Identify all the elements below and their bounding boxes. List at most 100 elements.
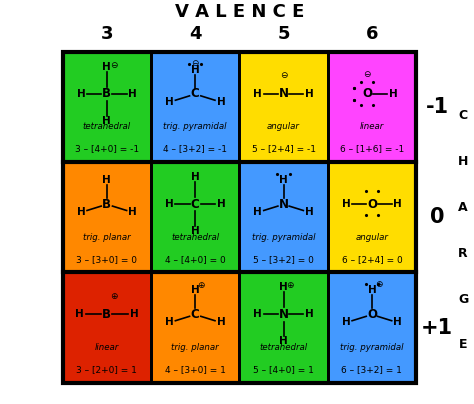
Text: 3 – [4+0] = -1: 3 – [4+0] = -1 — [75, 145, 139, 154]
Text: 0: 0 — [430, 207, 445, 227]
Text: H: H — [75, 309, 84, 319]
Bar — [63, 162, 151, 272]
Text: B: B — [102, 198, 111, 210]
Text: 5 – [2+4] = -1: 5 – [2+4] = -1 — [252, 145, 316, 154]
Text: H: H — [102, 62, 111, 72]
Text: 4 – [3+2] = -1: 4 – [3+2] = -1 — [163, 145, 227, 154]
Text: O: O — [367, 308, 377, 321]
Text: H: H — [217, 97, 226, 107]
Text: H: H — [253, 89, 262, 99]
Bar — [151, 162, 239, 272]
Text: C: C — [191, 87, 200, 100]
Text: H: H — [342, 317, 350, 327]
Text: N: N — [279, 198, 289, 210]
Text: H: H — [393, 317, 402, 327]
Text: C: C — [191, 308, 200, 321]
Text: H: H — [191, 172, 200, 182]
Text: H: H — [279, 175, 288, 185]
Text: trig. planar: trig. planar — [83, 233, 131, 242]
Bar — [328, 272, 416, 383]
Text: N: N — [279, 87, 289, 100]
Bar — [328, 52, 416, 162]
Text: H: H — [279, 337, 288, 347]
Text: tetrahedral: tetrahedral — [171, 233, 219, 242]
Text: 4 – [3+0] = 1: 4 – [3+0] = 1 — [165, 365, 226, 374]
Bar — [63, 52, 151, 162]
Text: H: H — [191, 286, 200, 295]
Text: H: H — [217, 317, 226, 327]
Text: H: H — [76, 89, 85, 99]
Text: H: H — [102, 116, 111, 126]
Text: ⊕: ⊕ — [286, 281, 294, 290]
Text: O: O — [362, 87, 372, 100]
Text: V A L E N C E: V A L E N C E — [174, 3, 304, 21]
Text: ⊖: ⊖ — [109, 61, 117, 69]
Text: ⊖: ⊖ — [191, 59, 199, 69]
Text: trig. pyramidal: trig. pyramidal — [252, 233, 315, 242]
Text: H: H — [165, 317, 173, 327]
Text: H: H — [191, 226, 200, 236]
Text: C: C — [459, 109, 468, 122]
Bar — [239, 162, 328, 272]
Text: 6 – [3+2] = 1: 6 – [3+2] = 1 — [341, 365, 402, 374]
Text: A: A — [458, 201, 468, 214]
Text: angular: angular — [267, 122, 300, 131]
Text: 3 – [2+0] = 1: 3 – [2+0] = 1 — [76, 365, 137, 374]
Text: E: E — [459, 338, 467, 351]
Text: 6: 6 — [365, 25, 378, 43]
Text: ⊖: ⊖ — [280, 72, 287, 80]
Text: B: B — [102, 308, 111, 321]
Text: ⊕: ⊕ — [375, 280, 382, 289]
Text: H: H — [253, 207, 262, 217]
Text: H: H — [130, 309, 138, 319]
Text: linear: linear — [95, 343, 119, 352]
Text: +1: +1 — [421, 318, 453, 338]
Text: O: O — [367, 198, 377, 210]
Text: 5 – [4+0] = 1: 5 – [4+0] = 1 — [253, 365, 314, 374]
Text: C: C — [191, 198, 200, 210]
Text: H: H — [342, 199, 350, 209]
Text: 6 – [2+4] = 0: 6 – [2+4] = 0 — [341, 255, 402, 264]
Text: H: H — [165, 199, 173, 209]
Text: 3: 3 — [100, 25, 113, 43]
Text: 4: 4 — [189, 25, 201, 43]
Text: ⊕: ⊕ — [197, 281, 205, 290]
Bar — [151, 52, 239, 162]
Text: trig. planar: trig. planar — [172, 343, 219, 352]
Text: 5: 5 — [277, 25, 290, 43]
Text: N: N — [279, 308, 289, 321]
Text: H: H — [458, 155, 468, 168]
Bar — [239, 272, 328, 383]
Text: H: H — [305, 309, 314, 319]
Text: ⊕: ⊕ — [109, 292, 117, 301]
Text: H: H — [128, 207, 137, 217]
Bar — [328, 162, 416, 272]
Text: H: H — [191, 65, 200, 75]
Text: H: H — [393, 199, 402, 209]
Text: H: H — [279, 282, 288, 292]
Text: R: R — [458, 247, 468, 260]
Text: H: H — [389, 89, 398, 99]
Text: 5 – [3+2] = 0: 5 – [3+2] = 0 — [253, 255, 314, 264]
Text: H: H — [165, 97, 173, 107]
Text: 4 – [4+0] = 0: 4 – [4+0] = 0 — [165, 255, 226, 264]
Text: H: H — [102, 175, 111, 185]
Bar — [151, 272, 239, 383]
Text: 6 – [1+6] = -1: 6 – [1+6] = -1 — [340, 145, 404, 154]
Text: H: H — [253, 309, 262, 319]
Text: H: H — [76, 207, 85, 217]
Text: H: H — [128, 89, 137, 99]
Text: angular: angular — [356, 233, 388, 242]
Bar — [63, 52, 416, 383]
Text: G: G — [458, 292, 468, 305]
Text: trig. pyramidal: trig. pyramidal — [164, 122, 227, 131]
Text: B: B — [102, 87, 111, 100]
Text: H: H — [217, 199, 226, 209]
Text: H: H — [305, 207, 314, 217]
Text: H: H — [367, 286, 376, 295]
Text: ⊖: ⊖ — [364, 70, 371, 79]
Text: -1: -1 — [426, 97, 449, 117]
Bar — [239, 52, 328, 162]
Text: trig. pyramidal: trig. pyramidal — [340, 343, 404, 352]
Text: 3 – [3+0] = 0: 3 – [3+0] = 0 — [76, 255, 137, 264]
